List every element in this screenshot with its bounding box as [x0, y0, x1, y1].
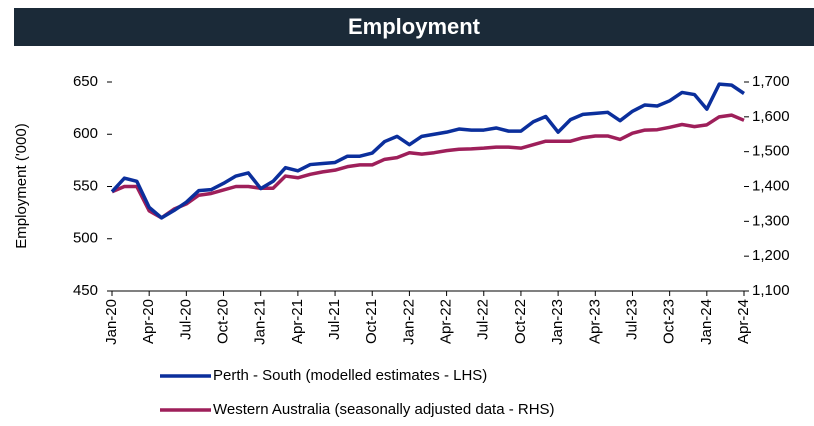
- y2-tick-label: 1,100: [752, 282, 790, 299]
- y-tick-label: 450: [73, 282, 98, 299]
- y-tick-label: 550: [73, 177, 98, 194]
- x-tick-label: Oct-21: [363, 299, 380, 344]
- x-tick-label: Jul-20: [177, 299, 194, 340]
- x-tick-label: Oct-23: [661, 299, 678, 344]
- y2-tick-label: 1,500: [752, 143, 790, 160]
- y-axis-label: Employment ('000): [13, 123, 30, 248]
- legend-label: Perth - South (modelled estimates - LHS): [213, 367, 487, 384]
- chart-title: Employment: [348, 14, 481, 39]
- y2-tick-label: 1,200: [752, 247, 790, 264]
- x-tick-label: Jul-21: [326, 299, 343, 340]
- x-tick-label: Jan-22: [400, 299, 417, 345]
- series-line: [111, 113, 745, 220]
- x-tick-label: Apr-23: [586, 299, 603, 344]
- x-tick-label: Jul-23: [623, 299, 640, 340]
- x-tick-label: Jul-22: [475, 299, 492, 340]
- title-bar: [14, 8, 814, 46]
- y2-tick-label: 1,600: [752, 108, 790, 125]
- y-tick-label: 650: [73, 73, 98, 90]
- x-tick-label: Apr-24: [735, 299, 752, 344]
- x-tick-label: Jan-24: [698, 299, 715, 345]
- y-tick-label: 600: [73, 125, 98, 142]
- x-tick-label: Apr-21: [289, 299, 306, 344]
- x-tick-label: Jan-21: [252, 299, 269, 345]
- x-tick-label: Jan-23: [549, 299, 566, 345]
- y2-tick-label: 1,700: [752, 73, 790, 90]
- series-line: [110, 82, 745, 220]
- x-tick-label: Jan-20: [103, 299, 120, 345]
- x-tick-label: Oct-22: [512, 299, 529, 344]
- x-tick-label: Apr-22: [438, 299, 455, 344]
- legend-label: Western Australia (seasonally adjusted d…: [213, 401, 555, 418]
- x-tick-label: Oct-20: [214, 299, 231, 344]
- x-tick-label: Apr-20: [140, 299, 157, 344]
- y2-tick-label: 1,400: [752, 177, 790, 194]
- y-tick-label: 500: [73, 230, 98, 247]
- y2-tick-label: 1,300: [752, 212, 790, 229]
